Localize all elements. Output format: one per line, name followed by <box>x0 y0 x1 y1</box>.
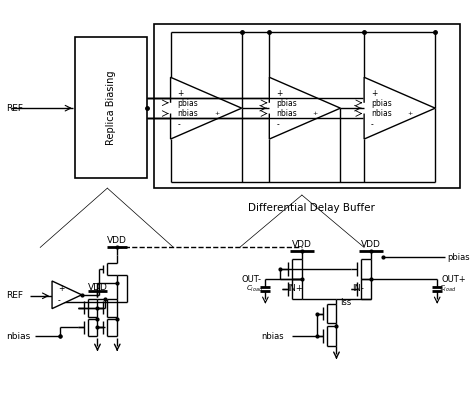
Text: +: + <box>408 111 413 115</box>
Bar <box>75 37 147 178</box>
Text: +: + <box>371 89 377 98</box>
Text: nbias: nbias <box>276 109 297 117</box>
Text: REF: REF <box>7 291 24 300</box>
Text: OUT-: OUT- <box>241 275 262 284</box>
Text: $C_{load}$: $C_{load}$ <box>246 284 264 294</box>
Text: REF: REF <box>7 104 24 113</box>
Text: OUT+: OUT+ <box>441 275 466 284</box>
Text: VDD: VDD <box>88 284 108 292</box>
Bar <box>154 24 460 188</box>
Text: nbias: nbias <box>7 332 31 341</box>
Text: Replica Biasing: Replica Biasing <box>106 71 116 145</box>
Text: -: - <box>177 120 180 130</box>
Text: IN-: IN- <box>352 284 364 294</box>
Text: $C_{load}$: $C_{load}$ <box>439 284 456 294</box>
Text: -: - <box>276 120 279 130</box>
Text: nbias: nbias <box>371 109 392 117</box>
Text: VDD: VDD <box>107 236 127 245</box>
Text: +: + <box>276 89 283 98</box>
Text: Iss: Iss <box>340 298 352 307</box>
Text: nbias: nbias <box>177 109 198 117</box>
Text: pbias: pbias <box>447 253 470 262</box>
Text: VDD: VDD <box>292 240 312 249</box>
Text: nbias: nbias <box>262 332 284 341</box>
Text: -: - <box>371 120 374 130</box>
Text: +: + <box>313 111 318 115</box>
Polygon shape <box>52 281 82 309</box>
Text: +: + <box>58 284 64 293</box>
Text: -: - <box>58 296 61 306</box>
Text: pbias: pbias <box>371 99 392 108</box>
Text: IN+: IN+ <box>287 284 303 294</box>
Text: +: + <box>214 111 219 115</box>
Text: pbias: pbias <box>177 99 198 108</box>
Text: +: + <box>177 89 184 98</box>
Text: pbias: pbias <box>276 99 297 108</box>
Text: VDD: VDD <box>361 240 381 249</box>
Text: Differential Delay Buffer: Differential Delay Buffer <box>248 203 375 213</box>
